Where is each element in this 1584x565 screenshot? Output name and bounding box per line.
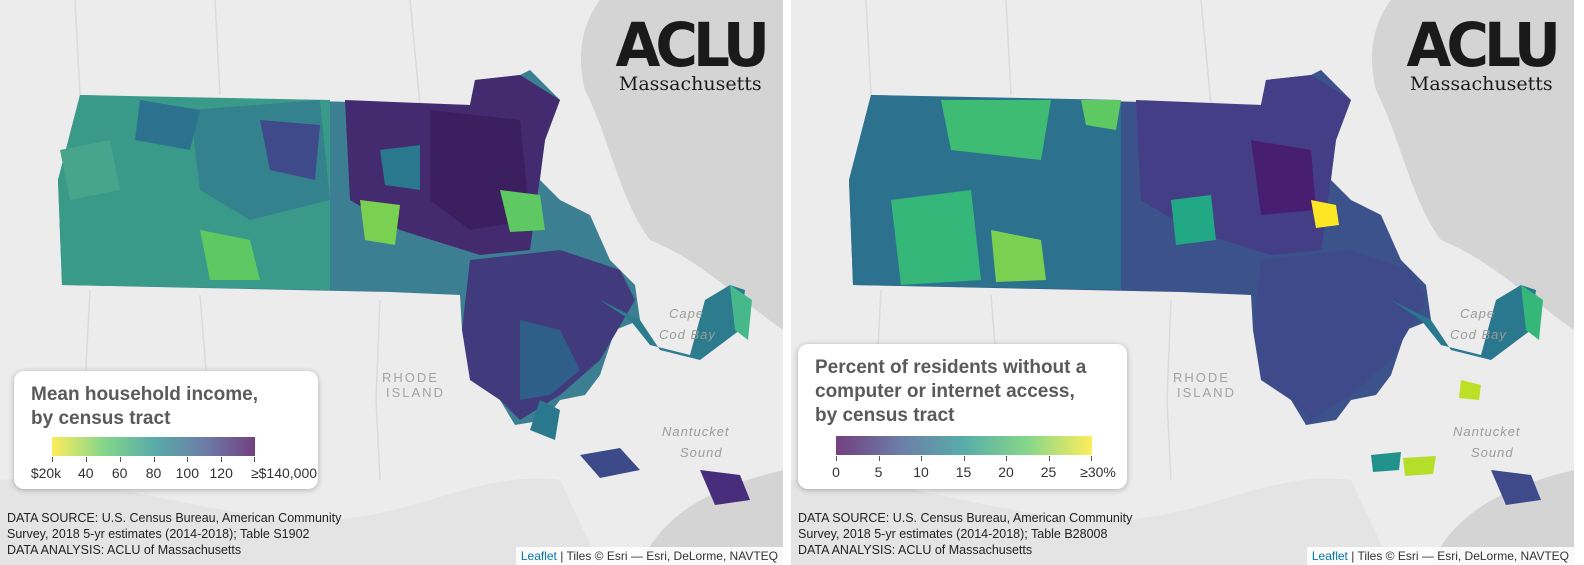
legend-tickmark xyxy=(153,457,155,462)
data-source-line1: DATA SOURCE: U.S. Census Bureau, America… xyxy=(798,511,1133,525)
data-source-line1: DATA SOURCE: U.S. Census Bureau, America… xyxy=(7,511,342,525)
legend-tick-label: 5 xyxy=(874,464,883,480)
aclu-logo-subtitle: Massachusetts xyxy=(618,73,762,95)
tiles-attribution: | Tiles © Esri — Esri, DeLorme, NAVTEQ xyxy=(1347,549,1569,563)
legend-no-internet: Percent of residents without a computer … xyxy=(798,344,1127,489)
legend-ticks: 0 5 10 15 20 25 ≥30% xyxy=(832,456,1116,480)
aclu-logo: ACLU Massachusetts xyxy=(1406,9,1561,95)
legend-tick-label: 20 xyxy=(998,464,1014,480)
map-label-sound: Sound xyxy=(1471,445,1514,460)
map-panel-income[interactable]: RHODE ISLAND Cape Cod Bay Nantucket Soun… xyxy=(0,0,783,565)
aclu-logo-mark: ACLU xyxy=(1406,9,1561,81)
legend-tick-label: 40 xyxy=(78,465,94,481)
legend-tickmark xyxy=(1048,456,1050,461)
legend-tick-label: 15 xyxy=(955,464,972,480)
legend-title: Mean household income, by census tract xyxy=(31,383,258,431)
legend-tick-label: 80 xyxy=(145,465,162,481)
legend-tick-label: 100 xyxy=(175,465,199,481)
map-label-rhode: RHODE xyxy=(382,370,439,385)
map-label-cape: Cape xyxy=(669,306,705,321)
map-label-island: ISLAND xyxy=(386,385,445,400)
tiles-attribution: | Tiles © Esri — Esri, DeLorme, NAVTEQ xyxy=(556,549,778,563)
legend-tickmark xyxy=(1091,456,1092,461)
map-canvas[interactable] xyxy=(791,0,1574,565)
map-label-cape: Cape xyxy=(1460,306,1496,321)
legend-color-ramp xyxy=(836,436,1092,455)
leaflet-link[interactable]: Leaflet xyxy=(1311,549,1348,563)
data-analysis-line: DATA ANALYSIS: ACLU of Massachusetts xyxy=(798,543,1033,557)
legend-tick-label: 25 xyxy=(1040,464,1057,480)
legend-tickmark xyxy=(963,456,965,461)
map-label-sound: Sound xyxy=(680,445,723,460)
legend-tick-label: 120 xyxy=(209,465,233,481)
map-attribution: Leaflet | Tiles © Esri — Esri, DeLorme, … xyxy=(1306,547,1574,565)
map-panel-no-internet[interactable]: RHODE ISLAND Cape Cod Bay Nantucket Soun… xyxy=(791,0,1574,565)
legend-tickmark xyxy=(119,457,121,462)
legend-tick-label: ≥30% xyxy=(1080,464,1116,480)
legend-tick-label: ≥$140,000 xyxy=(250,465,318,481)
data-source-note: DATA SOURCE: U.S. Census Bureau, America… xyxy=(798,510,1132,558)
legend-tick-label: $20k xyxy=(30,465,62,481)
legend-tickmark xyxy=(187,457,189,462)
legend-tick-label: 10 xyxy=(913,464,929,480)
data-source-line2: Survey, 2018 5-yr estimates (2014-2018);… xyxy=(7,527,310,541)
legend-tick-label: 60 xyxy=(111,465,128,481)
legend-tickmark xyxy=(836,456,837,461)
map-label-nantucket: Nantucket xyxy=(662,424,730,439)
legend-title-line1: Percent of residents without a xyxy=(815,357,1087,378)
data-source-note: DATA SOURCE: U.S. Census Bureau, America… xyxy=(7,510,341,558)
aclu-logo: ACLU Massachusetts xyxy=(615,9,770,95)
legend-title-line3: by census tract xyxy=(815,405,955,426)
data-analysis-line: DATA ANALYSIS: ACLU of Massachusetts xyxy=(7,543,242,557)
legend-tickmark xyxy=(221,457,223,462)
legend-ticks: $20k 40 60 80 100 120 ≥$140,000 xyxy=(31,457,317,481)
map-attribution: Leaflet | Tiles © Esri — Esri, DeLorme, … xyxy=(515,547,783,565)
map-label-nantucket: Nantucket xyxy=(1453,424,1521,439)
map-label-island: ISLAND xyxy=(1177,385,1236,400)
legend-tickmark xyxy=(921,456,922,461)
aclu-logo-mark: ACLU xyxy=(615,9,770,81)
legend-tickmark xyxy=(1006,456,1007,461)
legend-tickmark xyxy=(878,456,880,461)
map-label-rhode: RHODE xyxy=(1173,370,1230,385)
census-tract-choropleth xyxy=(58,70,752,505)
data-source-line2: Survey, 2018 5-yr estimates (2014-2018);… xyxy=(798,527,1108,541)
legend-title-line1: Mean household income, xyxy=(31,384,258,405)
leaflet-link[interactable]: Leaflet xyxy=(520,549,557,563)
legend-income: Mean household income, by census tract $… xyxy=(14,371,318,489)
legend-color-ramp xyxy=(52,437,255,456)
legend-title-line2: by census tract xyxy=(31,408,171,429)
legend-tickmark xyxy=(254,457,255,462)
map-label-cod-bay: Cod Bay xyxy=(1450,327,1507,342)
legend-tick-label: 0 xyxy=(832,464,840,480)
map-canvas[interactable] xyxy=(0,0,783,565)
legend-title-line2: computer or internet access, xyxy=(815,381,1075,402)
legend-tickmark xyxy=(52,457,53,462)
census-tract-choropleth xyxy=(849,70,1543,505)
map-label-cod-bay: Cod Bay xyxy=(659,327,716,342)
aclu-logo-subtitle: Massachusetts xyxy=(1409,73,1553,95)
legend-title: Percent of residents without a computer … xyxy=(815,356,1086,428)
legend-tickmark xyxy=(85,457,87,462)
